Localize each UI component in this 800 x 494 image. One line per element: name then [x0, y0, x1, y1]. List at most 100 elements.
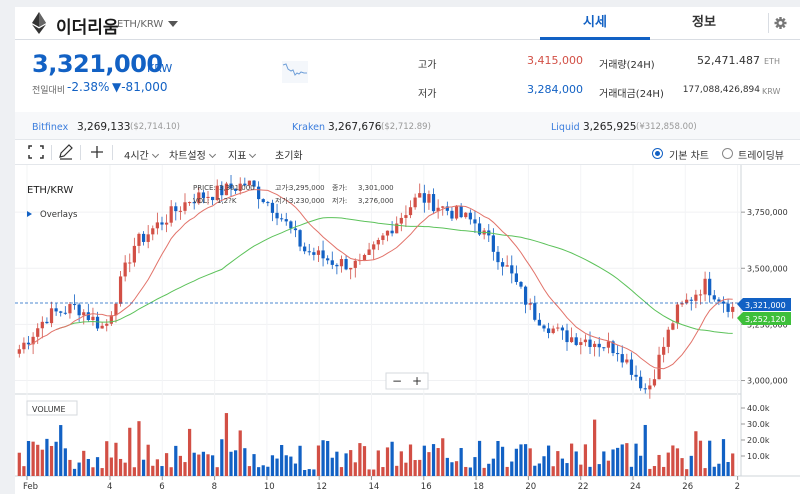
- overlays-expand-icon[interactable]: [27, 211, 32, 217]
- volume-bar: [533, 465, 537, 476]
- x-axis-tick-label: 26: [682, 482, 693, 492]
- volume-bar: [95, 457, 100, 476]
- tab-quote[interactable]: 시세: [540, 7, 650, 40]
- volume-bar: [372, 469, 376, 476]
- volume-bar: [399, 451, 403, 476]
- volume-bar: [519, 444, 523, 476]
- volume-bar: [643, 424, 647, 476]
- overlays-toggle[interactable]: Overlays: [40, 210, 78, 220]
- volume-bar: [141, 459, 146, 476]
- candle-body: [339, 259, 344, 267]
- exchange-name[interactable]: Bitfinex: [32, 122, 69, 133]
- volume-bar: [496, 440, 500, 476]
- candle-body: [473, 219, 477, 224]
- tradingview-label[interactable]: 트레이딩뷰: [738, 151, 784, 162]
- svg-text:3,295,000: 3,295,000: [289, 184, 325, 192]
- candle-body: [224, 183, 229, 196]
- volume-bar: [26, 440, 31, 476]
- volume-bar: [164, 453, 169, 476]
- chart-toolbar: 4시간 차트설정 지표 초기화 기본 차트 트레이딩뷰: [15, 140, 800, 165]
- change-percent: -2.38%: [67, 80, 110, 94]
- volume-axis-tick-label: 40.0k: [747, 404, 770, 413]
- candle-body: [178, 210, 183, 212]
- volume-bar: [284, 455, 288, 476]
- volume-bar: [86, 458, 90, 476]
- candle-body: [132, 245, 136, 263]
- volume-bar: [252, 454, 256, 476]
- amount-24h-unit: KRW: [762, 87, 781, 96]
- volume-bar: [648, 468, 652, 476]
- candle-body: [588, 339, 592, 347]
- volume-bar: [395, 465, 399, 476]
- volume-bar: [537, 463, 542, 476]
- candle-body: [362, 254, 367, 261]
- volume-bar: [36, 444, 40, 476]
- candle-body: [657, 354, 661, 380]
- svg-text:3,301,000: 3,301,000: [219, 184, 255, 192]
- interval-select[interactable]: 4시간: [124, 147, 159, 162]
- volume-bar: [137, 421, 141, 476]
- reset-button[interactable]: 초기화: [275, 151, 303, 162]
- volume-bar: [487, 463, 491, 476]
- svg-text:1,2?K: 1,2?K: [217, 197, 237, 205]
- svg-text:저가:: 저가:: [332, 196, 347, 205]
- volume-bar: [169, 467, 173, 476]
- volume-bar: [289, 456, 293, 476]
- candle-body: [694, 294, 698, 301]
- candle-body: [671, 323, 675, 330]
- y-axis-tick-label: 3,000,000: [747, 377, 788, 386]
- volume-bar: [174, 445, 178, 476]
- candle-body: [330, 260, 334, 265]
- candlestick-chart[interactable]: ETH/KRW Overlays PRICE: 3,301,000 VOL: 1…: [15, 165, 800, 494]
- x-axis-tick-label: 2: [735, 482, 740, 492]
- crosshair-icon[interactable]: [88, 144, 106, 160]
- coin-dropdown-caret-icon[interactable]: [168, 21, 178, 27]
- volume-bar: [349, 450, 353, 476]
- candle-body: [666, 329, 670, 347]
- candle-body: [210, 196, 215, 201]
- volume-bar: [344, 453, 348, 476]
- indicators-menu[interactable]: 지표: [228, 147, 257, 162]
- ma-price-tag: 3,252,120: [737, 312, 791, 325]
- gear-icon[interactable]: [768, 13, 788, 33]
- volume-bar: [514, 448, 518, 476]
- volume-bar: [22, 466, 26, 476]
- volume-bar: [128, 427, 132, 476]
- tab-info[interactable]: 정보: [692, 15, 716, 30]
- candle-body: [579, 342, 583, 345]
- trading-panel: 이더리움 ETH/KRW 시세 정보 3,321,000 KRW 전일대비 -2…: [15, 7, 800, 494]
- volume-bar: [418, 459, 422, 476]
- candle-body: [565, 330, 569, 343]
- basic-chart-radio[interactable]: [652, 148, 663, 159]
- volume-bar: [579, 464, 583, 476]
- candle-body: [689, 299, 693, 301]
- fullscreen-icon[interactable]: [27, 144, 45, 160]
- low-value: 3,284,000: [527, 83, 583, 96]
- volume-bar: [491, 458, 495, 476]
- zoom-in-button[interactable]: +: [412, 374, 422, 388]
- candle-body: [31, 336, 35, 345]
- x-axis-tick-label: 10: [264, 482, 275, 492]
- volume-bar: [247, 466, 252, 476]
- candle-body: [712, 295, 716, 300]
- candle-body: [652, 379, 657, 386]
- coin-pair: ETH/KRW: [117, 19, 164, 30]
- volume-bar: [652, 466, 657, 476]
- volume-bar: [422, 445, 426, 476]
- zoom-out-button[interactable]: −: [392, 374, 402, 388]
- volume-bar: [303, 469, 307, 476]
- volume-bar: [270, 455, 275, 476]
- exchange-price-foreign: ($2,714.10): [130, 122, 180, 132]
- exchange-name[interactable]: Kraken: [292, 122, 325, 133]
- pencil-draw-icon[interactable]: [57, 144, 75, 160]
- candle-body: [109, 315, 113, 324]
- crosshair-legend: PRICE: 3,301,000 VOL: 1,2?K 고가: 3,295,00…: [193, 183, 394, 205]
- chart-settings-menu[interactable]: 차트설정: [169, 147, 216, 162]
- candle-body: [307, 251, 311, 253]
- volume-bar: [77, 462, 81, 476]
- basic-chart-label[interactable]: 기본 차트: [669, 151, 709, 162]
- candle-body: [215, 185, 219, 201]
- exchange-name[interactable]: Liquid: [551, 122, 580, 133]
- tradingview-radio[interactable]: [722, 148, 733, 159]
- candle-body: [192, 202, 196, 204]
